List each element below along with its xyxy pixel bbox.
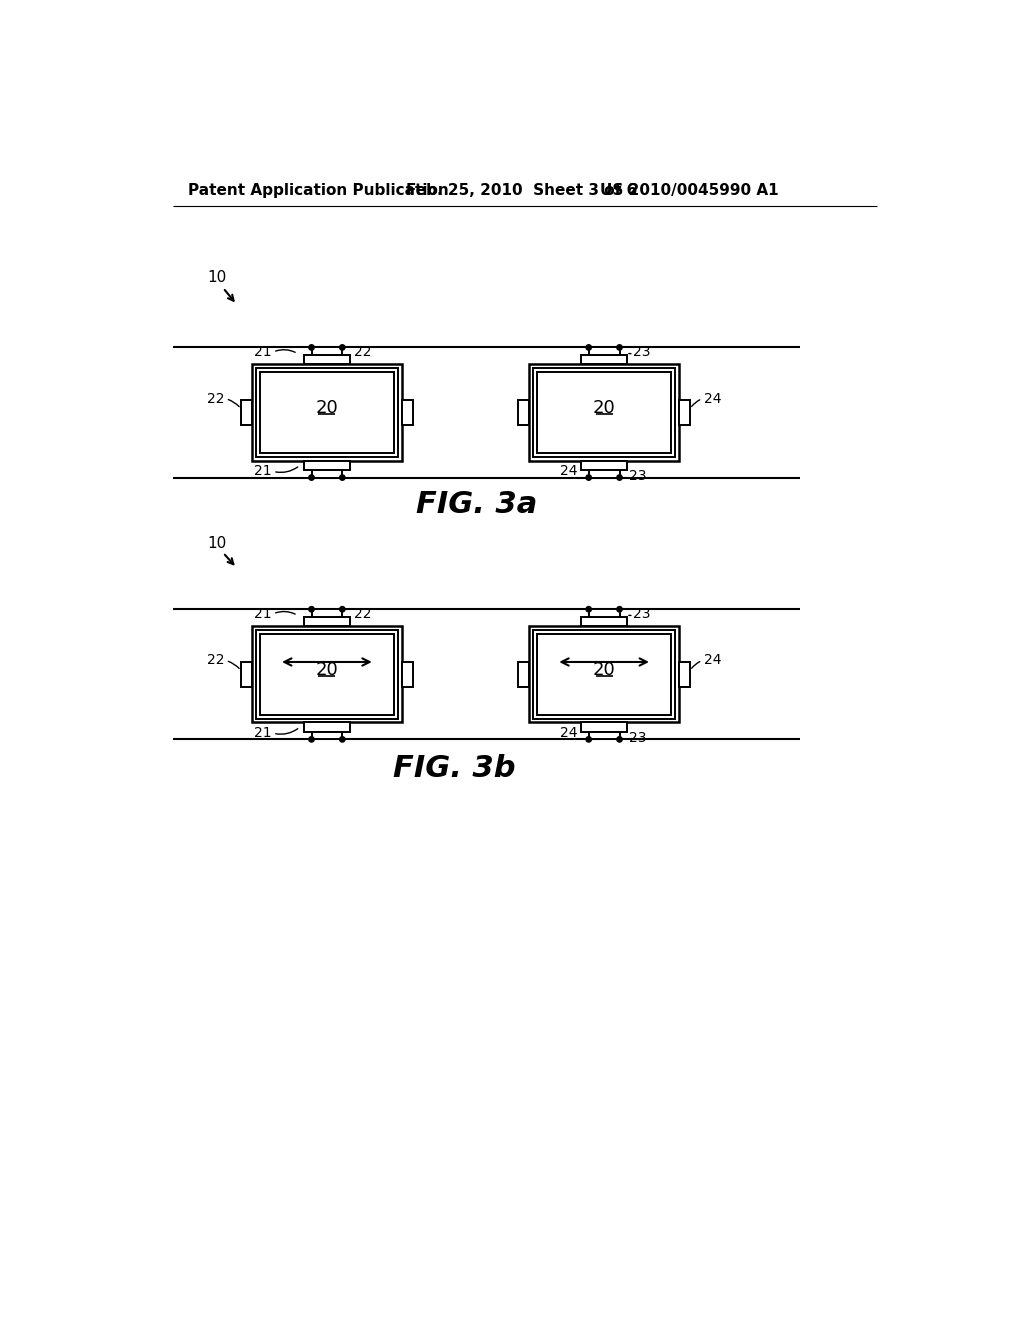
Text: 20: 20 [315,661,338,678]
Text: Feb. 25, 2010  Sheet 3 of 6: Feb. 25, 2010 Sheet 3 of 6 [407,183,638,198]
Text: 22: 22 [354,607,372,620]
Bar [532,630,676,718]
Text: 24: 24 [560,465,578,478]
Bar [259,372,394,453]
Bar [311,731,342,739]
Bar [311,610,342,616]
Circle shape [586,607,592,612]
Circle shape [340,607,345,612]
Circle shape [309,345,314,350]
Bar [252,364,402,461]
Text: 21: 21 [254,607,271,620]
Bar [532,368,676,457]
Text: Patent Application Publication: Patent Application Publication [188,183,450,198]
Bar [259,634,394,714]
Bar [589,610,620,616]
Bar [589,470,620,478]
Bar [304,355,350,364]
Bar [518,400,529,425]
Bar [581,461,628,470]
Bar [256,368,398,457]
Bar [311,347,342,355]
Bar [589,731,620,739]
Circle shape [340,475,345,480]
Circle shape [309,737,314,742]
Circle shape [309,475,314,480]
Text: 10: 10 [208,271,226,285]
Circle shape [340,345,345,350]
Bar [311,470,342,478]
Bar [518,663,529,686]
Bar [581,722,628,731]
Bar [402,400,413,425]
Text: 21: 21 [254,345,271,359]
Text: 23: 23 [629,469,646,483]
Bar [537,372,672,453]
Text: 20: 20 [593,661,615,678]
Bar [256,630,398,718]
Text: US 2010/0045990 A1: US 2010/0045990 A1 [600,183,779,198]
Text: 20: 20 [593,399,615,417]
Bar [529,626,679,722]
Text: 24: 24 [703,392,721,405]
Bar [241,400,252,425]
Text: 23: 23 [634,345,651,359]
Circle shape [616,475,623,480]
Bar [252,626,402,722]
Bar [304,722,350,731]
Text: 22: 22 [207,653,224,668]
Text: 21: 21 [254,465,271,478]
Bar [537,634,672,714]
Text: 22: 22 [207,392,224,405]
Circle shape [340,737,345,742]
Bar [679,400,690,425]
Bar [581,355,628,364]
Text: 24: 24 [560,726,578,741]
Text: 20: 20 [315,399,338,417]
Circle shape [616,345,623,350]
Text: FIG. 3b: FIG. 3b [392,754,515,783]
Text: 22: 22 [354,345,372,359]
Bar [304,461,350,470]
Text: 24: 24 [703,653,721,668]
Text: 21: 21 [254,726,271,741]
Text: FIG. 3a: FIG. 3a [417,491,538,519]
Circle shape [586,345,592,350]
Bar [402,663,413,686]
Text: 23: 23 [629,731,646,744]
Circle shape [616,607,623,612]
Bar [241,663,252,686]
Text: 23: 23 [634,607,651,620]
Bar [529,364,679,461]
Text: 10: 10 [208,536,226,550]
Bar [679,663,690,686]
Circle shape [309,607,314,612]
Bar [581,616,628,626]
Bar [589,347,620,355]
Bar [304,616,350,626]
Circle shape [586,737,592,742]
Circle shape [586,475,592,480]
Circle shape [616,737,623,742]
